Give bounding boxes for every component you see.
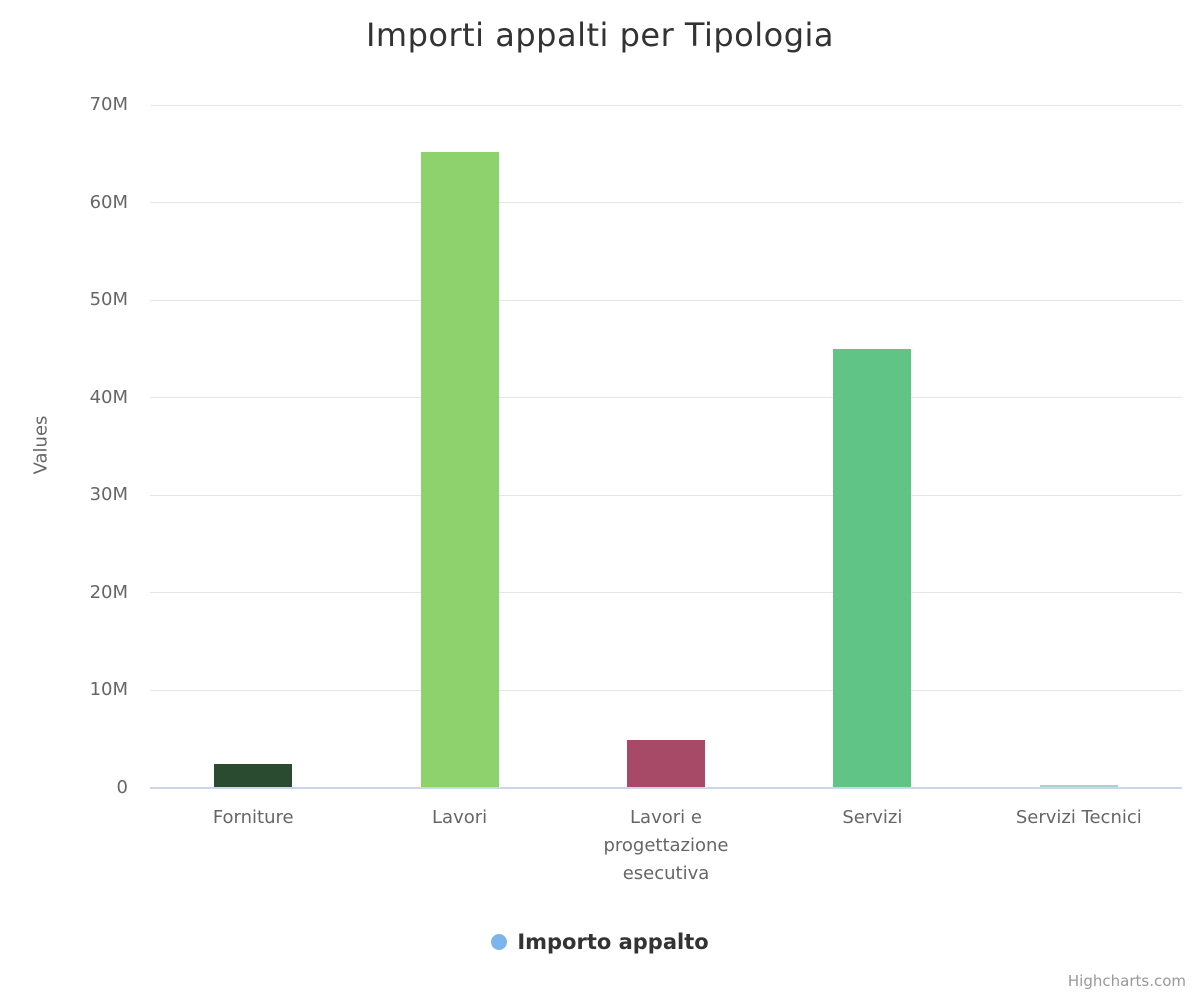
y-axis-tick-label: 40M xyxy=(89,386,128,408)
bar-servizi[interactable] xyxy=(833,348,912,788)
bar-lavori[interactable] xyxy=(420,151,499,788)
x-axis-label-text: Lavori e progettazione esecutiva xyxy=(603,807,729,884)
y-gridline xyxy=(150,397,1182,399)
x-axis-label-lavori-e-progettazione-esecutiva: Lavori e progettazione esecutiva xyxy=(563,804,769,888)
y-gridline xyxy=(150,299,1182,301)
x-axis-label-forniture: Forniture xyxy=(150,804,356,832)
y-gridline xyxy=(150,202,1182,204)
y-axis-tick-label: 50M xyxy=(89,289,128,311)
x-axis-label-text: Forniture xyxy=(212,807,294,828)
y-gridline xyxy=(150,104,1182,106)
y-axis-tick-label: 20M xyxy=(89,581,128,603)
x-axis-label-servizi-tecnici: Servizi Tecnici xyxy=(976,804,1182,832)
y-gridline xyxy=(150,592,1182,594)
y-axis-tick-label: 60M xyxy=(89,191,128,213)
y-axis-tick-label: 0 xyxy=(116,777,128,798)
bar-servizi-tecnici[interactable] xyxy=(1039,785,1118,788)
bar-lavori-e-progettazione-esecutiva[interactable] xyxy=(627,740,705,788)
legend-marker-icon xyxy=(491,934,508,950)
y-axis-title: Values xyxy=(30,415,52,475)
highcharts-credits-link[interactable]: Highcharts.com xyxy=(1067,972,1186,990)
legend-item-importo-appalto[interactable]: Importo appalto xyxy=(491,930,709,954)
y-gridline xyxy=(150,689,1182,691)
x-axis-label-text: Servizi Tecnici xyxy=(1015,807,1142,828)
y-gridline xyxy=(150,494,1182,496)
x-axis-line xyxy=(150,787,1182,789)
x-axis-label-servizi: Servizi xyxy=(769,804,975,832)
y-axis-tick-label: 10M xyxy=(89,679,128,701)
legend: Importo appalto xyxy=(0,930,1200,954)
y-axis-tick-label: 30M xyxy=(89,484,128,506)
x-axis-label-lavori: Lavori xyxy=(356,804,562,832)
x-axis-label-text: Servizi xyxy=(842,807,903,828)
x-axis-label-text: Lavori xyxy=(432,807,488,828)
chart-title: Importi appalti per Tipologia xyxy=(365,16,835,54)
y-axis-tick-label: 70M xyxy=(89,94,128,115)
legend-label: Importo appalto xyxy=(517,930,709,954)
bar-forniture[interactable] xyxy=(214,763,293,788)
